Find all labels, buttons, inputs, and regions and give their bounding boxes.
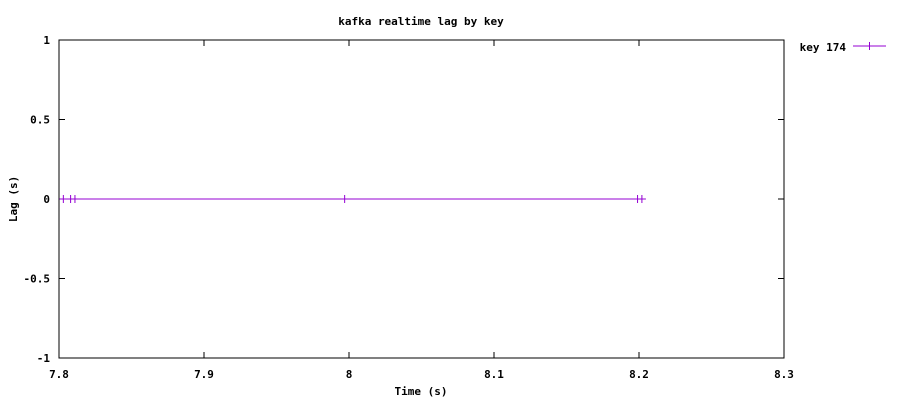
- x-tick-label-0: 7.8: [49, 368, 69, 381]
- legend-marker-key-174: [865, 42, 874, 50]
- series-point-0-2: [70, 195, 79, 203]
- y-tick-label-3: 0.5: [30, 114, 50, 127]
- series-layer: [59, 195, 646, 203]
- y-axis-ticks: -1 -0.5 0 0.5 1: [24, 34, 784, 365]
- x-tick-label-1: 7.9: [194, 368, 214, 381]
- x-axis-label: Time (s): [395, 385, 448, 398]
- y-tick-label-2: 0: [43, 193, 50, 206]
- x-axis-ticks: 7.8 7.9 8 8.1 8.2 8.3: [49, 40, 794, 381]
- legend: key 174: [800, 41, 886, 54]
- legend-label-key-174: key 174: [800, 41, 847, 54]
- y-tick-label-0: -1: [37, 352, 51, 365]
- y-tick-label-1: -0.5: [24, 273, 51, 286]
- y-tick-label-4: 1: [43, 34, 50, 47]
- chart-title: kafka realtime lag by key: [338, 15, 504, 28]
- series-point-0-0: [59, 195, 68, 203]
- x-tick-label-4: 8.2: [629, 368, 649, 381]
- series-point-0-5: [637, 195, 646, 203]
- y-axis-label: Lag (s): [7, 176, 20, 222]
- x-tick-label-5: 8.3: [774, 368, 794, 381]
- x-tick-label-2: 8: [346, 368, 353, 381]
- x-tick-label-3: 8.1: [484, 368, 504, 381]
- series-point-0-3: [340, 195, 349, 203]
